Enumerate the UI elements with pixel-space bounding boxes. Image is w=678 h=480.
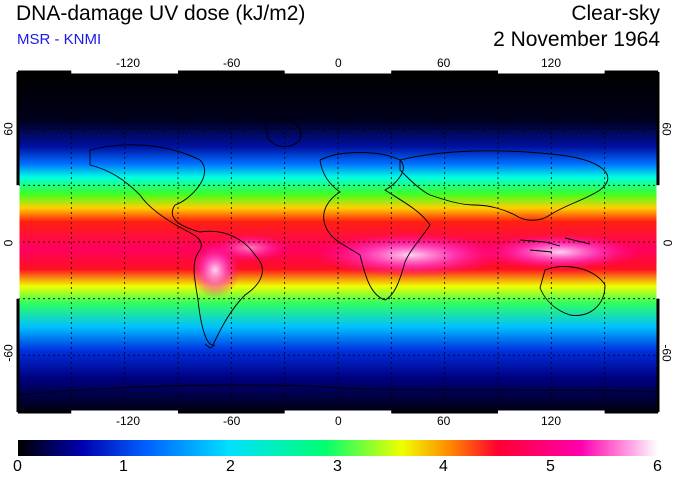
colorbar-label: 4 (439, 458, 448, 475)
colorbar-label: 5 (546, 458, 555, 475)
uv-hotspots (190, 233, 640, 298)
top-tick-label: 60 (437, 56, 451, 70)
colorbar (18, 440, 658, 456)
colorbar-label: 2 (226, 458, 235, 475)
bottom-tick-label: -120 (116, 414, 141, 428)
top-tick-label: -60 (223, 56, 241, 70)
frame-scale-bars (16, 70, 660, 414)
bottom-tick-label: 0 (335, 414, 342, 428)
colorbar-label: 6 (653, 458, 662, 475)
colorbar-label: 1 (119, 458, 128, 475)
right-lat-label: 60 (659, 122, 674, 136)
right-lat-label: -60 (659, 344, 674, 362)
colorbar-label: 3 (333, 458, 342, 475)
bottom-tick-label: 60 (437, 414, 451, 428)
top-tick-label: 0 (335, 56, 342, 70)
top-tick-label: -120 (116, 56, 141, 70)
left-lat-label: -60 (1, 344, 16, 362)
left-lat-label: 60 (1, 122, 16, 136)
graticule (18, 72, 658, 412)
left-lat-label: 0 (1, 239, 16, 247)
date-label: 2 November 1964 (493, 28, 660, 51)
chart-title: DNA-damage UV dose (kJ/m2) (16, 2, 306, 25)
top-tick-label: 120 (541, 56, 562, 70)
bottom-tick-label: 120 (541, 414, 562, 428)
right-lat-label: 0 (660, 239, 675, 247)
sky-condition: Clear-sky (571, 2, 660, 25)
bottom-tick-label: -60 (223, 414, 241, 428)
source-label: MSR - KNMI (17, 31, 102, 48)
colorbar-label: 0 (13, 458, 22, 475)
